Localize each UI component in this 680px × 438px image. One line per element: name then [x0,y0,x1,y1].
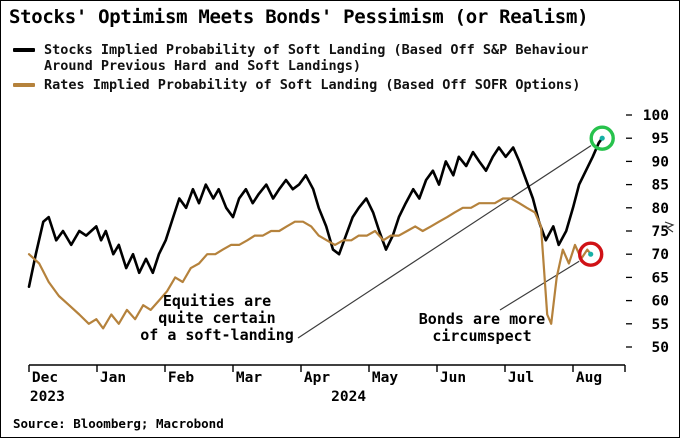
series-line-rates [27,197,592,330]
y-tick-label: 100 [643,108,669,124]
annotation-text-line: circumspect [432,327,532,345]
y-tick-label: 70 [652,247,669,263]
edge-scribble-mark [664,221,675,233]
x-tick-label: May [372,370,398,386]
annotation-connector-line [297,145,592,339]
year-label: 2023 [30,389,65,405]
x-tick-label: Apr [304,370,330,386]
stocks-endpoint-ring [589,125,615,151]
y-tick-label: 80 [652,201,669,217]
chart-title: Stocks' Optimism Meets Bonds' Pessimism … [9,6,589,28]
y-tick-label: 50 [652,340,669,356]
annotation-equities: Equities are quite certain of a soft-landi… [140,293,294,344]
series-line-stocks [27,136,604,289]
y-tick-label: 85 [652,178,669,194]
stocks-endpoint-marker [599,135,605,141]
legend-swatch-stocks [13,48,35,52]
source-credit: Source: Bloomberg; Macrobond [13,416,224,431]
legend-label: Stocks Implied Probability of Soft Landi… [44,42,589,74]
annotation-text-line: Bonds are more [418,310,546,328]
legend-item: Rates Implied Probability of Soft Landin… [13,77,609,93]
chart-legend: Stocks Implied Probability of Soft Landi… [13,42,609,93]
annotation-text-line: quite certain [158,309,276,327]
annotation-text-line: of a soft-landing [140,326,294,344]
year-label: 2024 [331,389,366,405]
annotation-text-line: Equities are [162,292,272,310]
y-tick-label: 90 [652,154,669,170]
y-tick-label: 95 [652,131,669,147]
y-tick-label: 65 [652,270,669,286]
legend-item: Stocks Implied Probability of Soft Landi… [13,42,609,74]
x-tick-label: Feb [168,370,194,386]
x-tick-label: Dec [32,370,58,386]
annotation-bonds: Bonds are more circumspect [419,311,545,345]
x-tick-label: Jul [508,370,534,386]
annotation-connector-line [499,260,580,311]
rates-endpoint-marker [588,251,594,257]
legend-swatch-rates [13,83,35,87]
x-tick-label: Jan [100,370,126,386]
y-tick-label: 75 [652,224,669,240]
y-tick-label: 60 [652,294,669,310]
legend-label: Rates Implied Probability of Soft Landin… [44,77,581,93]
x-tick-label: Mar [236,370,262,386]
x-tick-label: Jun [440,370,466,386]
y-tick-label: 55 [652,317,669,333]
x-tick-label: Aug [576,370,602,386]
rates-endpoint-ring [578,241,604,267]
